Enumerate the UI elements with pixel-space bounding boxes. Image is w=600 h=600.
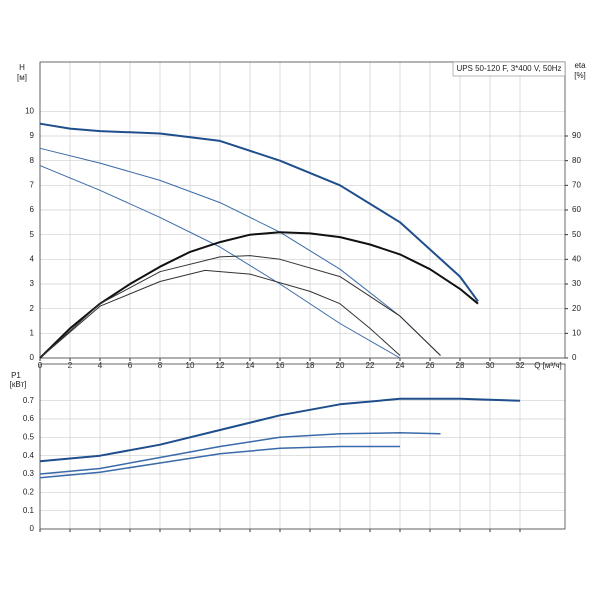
y-axis-unit: [м] xyxy=(17,73,27,82)
y-tick-label: 5 xyxy=(30,230,35,239)
y2-tick-label: 60 xyxy=(572,205,581,214)
x-axis-label: Q [м³/ч] xyxy=(534,361,561,370)
y-axis-label: H xyxy=(19,63,25,72)
y2-tick-label: 10 xyxy=(572,328,581,337)
y2-tick-label: 80 xyxy=(572,156,581,165)
y2-tick-label: 20 xyxy=(572,304,581,313)
y-tick-label: 0.4 xyxy=(23,451,35,460)
y-tick-label: 0.1 xyxy=(23,506,35,515)
series-line xyxy=(39,445,400,479)
y2-tick-label: 30 xyxy=(572,279,581,288)
y2-tick-label: 0 xyxy=(572,353,577,362)
series-line xyxy=(39,147,441,356)
plot-frame xyxy=(39,61,566,359)
y-tick-label: 6 xyxy=(30,205,35,214)
y2-tick-label: 90 xyxy=(572,131,581,140)
y2-axis-unit: [%] xyxy=(574,71,586,80)
y-tick-label: 1 xyxy=(30,328,35,337)
y2-tick-label: 70 xyxy=(572,180,581,189)
series-line xyxy=(39,122,479,302)
y-tick-label: 9 xyxy=(30,131,35,140)
plot-frame xyxy=(39,363,566,530)
y-tick-label: 2 xyxy=(30,304,35,313)
y-tick-label: 3 xyxy=(30,279,35,288)
y-tick-label: 0.2 xyxy=(23,487,35,496)
y-axis-unit: [кВт] xyxy=(10,380,27,389)
series-line xyxy=(39,231,479,359)
chart-title: UPS 50-120 F, 3*400 V, 50Hz xyxy=(456,64,561,73)
y-tick-label: 0 xyxy=(30,524,35,533)
series-line xyxy=(39,165,401,359)
y-tick-label: 10 xyxy=(25,106,34,115)
series-line xyxy=(39,269,401,359)
y2-axis-label: eta xyxy=(574,61,586,70)
y-tick-label: 8 xyxy=(30,156,35,165)
y-axis-label: P1 xyxy=(11,371,21,380)
series-line xyxy=(39,255,441,359)
y2-tick-label: 50 xyxy=(572,230,581,239)
y-tick-label: 4 xyxy=(30,254,35,263)
y2-tick-label: 40 xyxy=(572,254,581,263)
y-tick-label: 0.6 xyxy=(23,414,35,423)
series-line xyxy=(39,432,441,475)
y-tick-label: 0.5 xyxy=(23,432,35,441)
y-tick-label: 7 xyxy=(30,180,35,189)
series-line xyxy=(39,397,521,463)
y-tick-label: 0 xyxy=(30,353,35,362)
y-tick-label: 0.3 xyxy=(23,469,35,478)
y-tick-label: 0.7 xyxy=(23,396,35,405)
title-box xyxy=(452,61,566,77)
